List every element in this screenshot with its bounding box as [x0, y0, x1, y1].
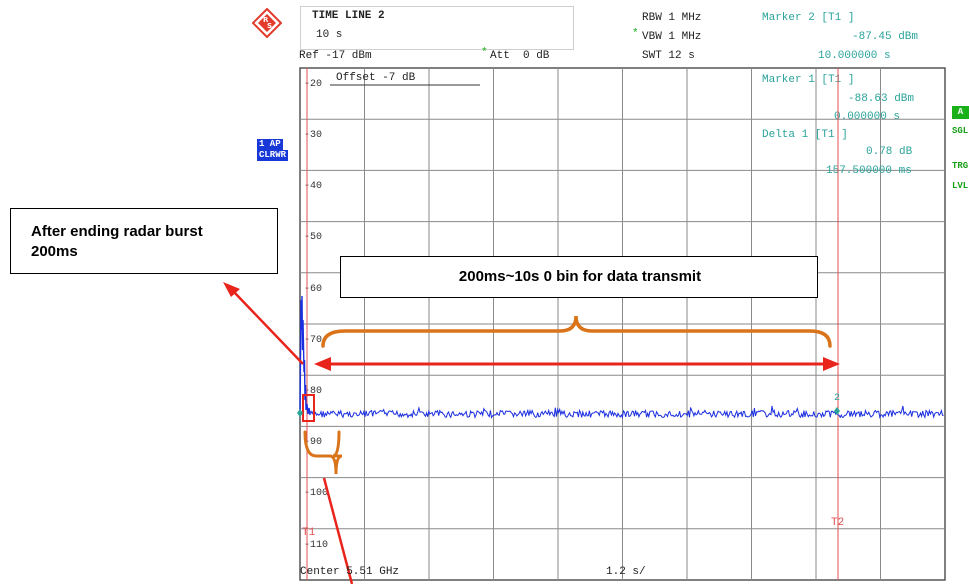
time-per-division: 1.2 s/: [606, 566, 646, 578]
radar-callout-text: After ending radar burst 200ms: [31, 223, 203, 260]
trace-mode: CLRWR: [257, 150, 289, 161]
trace-label: 1 AP: [257, 139, 283, 150]
callout-arrow-up-head: [223, 282, 240, 297]
marker1-level: -88.63 dBm: [848, 93, 915, 105]
y-axis-label: -90: [304, 437, 323, 449]
radar-burst-trace: [299, 295, 311, 417]
radar-callout-box: After ending radar burst 200ms: [10, 208, 278, 274]
y-axis-label: -30: [304, 130, 323, 141]
offset-label: Offset -7 dB: [336, 72, 416, 84]
marker2-time: 10.000000 s: [818, 50, 891, 62]
span-arrow-left: [314, 357, 331, 371]
y-axis-label: -20: [304, 78, 323, 90]
vbw: VBW 1 MHz: [642, 31, 702, 43]
marker2-level: -87.45 dBm: [852, 31, 919, 43]
delta1-time: 157.500000 ms: [826, 165, 912, 177]
y-axis-label: -80: [304, 386, 323, 397]
svg-text:S: S: [267, 22, 272, 30]
callout-arrow-up: [233, 291, 304, 365]
delta1-level: 0.78 dB: [866, 146, 913, 158]
trg-indicator: TRG: [952, 161, 969, 171]
burst-brace: [303, 430, 343, 475]
t2-label: T2: [831, 517, 845, 529]
attenuation: Att 0 dB: [490, 50, 550, 62]
marker1-title: Marker 1 [T1 ]: [762, 74, 855, 86]
delta1-title: Delta 1 [T1 ]: [762, 129, 848, 141]
y-axis-label: -100: [304, 488, 329, 500]
lvl-indicator: LVL: [952, 181, 969, 191]
callout-arrow-down: [322, 477, 354, 584]
y-axis-label: -40: [304, 181, 323, 193]
data-callout-text: 200ms~10s 0 bin for data transmit: [458, 268, 702, 285]
data-brace: [321, 315, 832, 348]
t1-label: T1: [302, 527, 316, 539]
title-box: [300, 6, 574, 50]
y-axis-label: -60: [304, 283, 323, 295]
title-text: TIME LINE 2: [312, 10, 385, 22]
data-callout-box: 200ms~10s 0 bin for data transmit: [340, 256, 818, 298]
vbw-star: *: [632, 28, 639, 40]
rohde-schwarz-logo: R S: [252, 8, 282, 38]
center-frequency: Center 5.51 GHz: [300, 566, 400, 578]
marker2-title: Marker 2 [T1 ]: [762, 12, 855, 24]
marker1-symbol: [297, 409, 303, 417]
sweep-value: 10 s: [316, 29, 343, 41]
y-axis-label: -50: [304, 232, 323, 244]
sgl-indicator: SGL: [952, 126, 969, 136]
burst-highlight-box: [302, 394, 315, 422]
ref-level: Ref -17 dBm: [299, 50, 372, 62]
marker2-symbol: [834, 407, 840, 415]
span-arrow-right: [823, 357, 840, 371]
svg-text:R: R: [263, 16, 269, 24]
y-axis-label: -70: [304, 334, 323, 346]
y-axis-label: -110: [304, 539, 329, 551]
marker2-number: 2: [834, 393, 841, 404]
marker1-time: 0.000000 s: [834, 111, 901, 123]
sweep-time: SWT 12 s: [642, 50, 695, 62]
status-badge: A: [952, 106, 969, 119]
att-star: *: [481, 47, 488, 59]
offset-underline: [330, 84, 480, 86]
rbw: RBW 1 MHz: [642, 12, 702, 24]
noise-trace: [309, 405, 944, 420]
